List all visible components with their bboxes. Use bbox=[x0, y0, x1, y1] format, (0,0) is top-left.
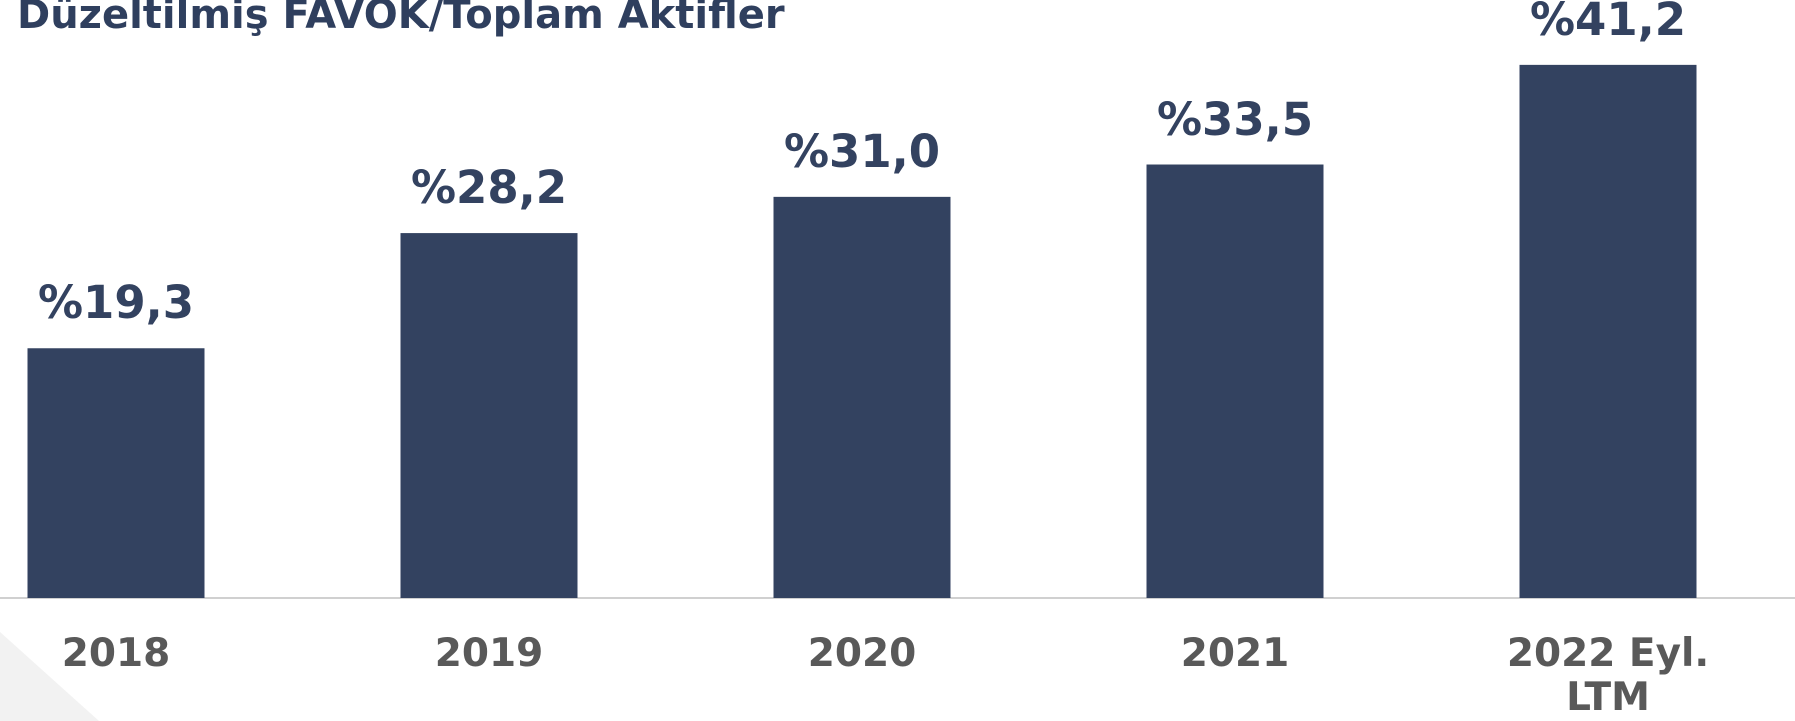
bar bbox=[1146, 164, 1324, 598]
value-label: %33,5 bbox=[1156, 92, 1314, 146]
value-label: %28,2 bbox=[410, 161, 568, 215]
bar bbox=[773, 196, 951, 599]
bar bbox=[1519, 64, 1697, 598]
x-tick-label: 2019 bbox=[434, 631, 544, 676]
decor-triangle bbox=[0, 632, 99, 721]
value-label: %41,2 bbox=[1529, 0, 1687, 46]
x-tick-label: 2022 Eyl. LTM bbox=[1506, 631, 1710, 720]
bar bbox=[27, 348, 205, 598]
value-label: %31,0 bbox=[783, 124, 941, 178]
x-tick-label: 2021 bbox=[1180, 631, 1290, 676]
bar bbox=[400, 233, 578, 599]
chart-title: Düzeltilmiş FAVÖK/Toplam Aktifler bbox=[17, 0, 785, 38]
x-tick-label: 2018 bbox=[61, 631, 171, 676]
value-label: %19,3 bbox=[37, 276, 195, 330]
x-tick-label: 2020 bbox=[807, 631, 917, 676]
